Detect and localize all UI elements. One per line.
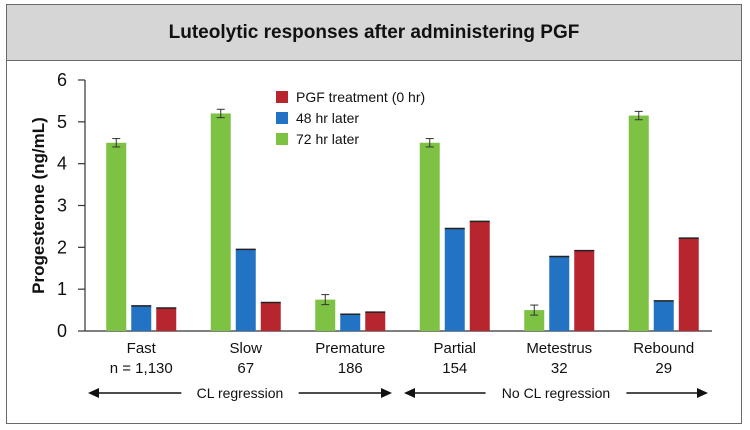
bar-72-hr-later — [524, 310, 545, 331]
y-tick-label: 4 — [57, 154, 67, 174]
category-count: 32 — [551, 360, 568, 377]
category-count: 29 — [655, 360, 672, 377]
y-tick-label: 5 — [57, 112, 67, 132]
bar-72-hr-later — [106, 142, 127, 331]
legend-swatch — [276, 133, 288, 145]
y-tick-label: 2 — [57, 237, 67, 257]
cl-regression-arrowhead-right — [381, 388, 392, 398]
category-count: 186 — [338, 360, 363, 377]
cl-regression-label: CL regression — [197, 385, 284, 401]
no-cl-regression-label: No CL regression — [502, 385, 610, 401]
y-tick-label: 1 — [57, 279, 67, 299]
chart-title: Luteolytic responses after administering… — [168, 21, 580, 43]
bar-48-hr-later — [340, 314, 361, 331]
bar-72-hr-later — [628, 115, 649, 331]
category-label: Premature — [315, 340, 385, 357]
chart-frame: Luteolytic responses after administering… — [6, 4, 742, 424]
legend-swatch — [276, 112, 288, 124]
category-label: Slow — [229, 340, 262, 357]
legend-label: 48 hr later — [296, 110, 359, 126]
category-count: 154 — [442, 360, 467, 377]
y-tick-label: 0 — [57, 321, 67, 341]
y-tick-label: 6 — [57, 70, 67, 90]
category-count: 67 — [237, 360, 254, 377]
bar-pgf-treatment-0-hr- — [365, 312, 386, 331]
bar-pgf-treatment-0-hr- — [260, 302, 281, 331]
bar-48-hr-later — [131, 305, 152, 331]
bar-72-hr-later — [210, 113, 231, 331]
no-cl-regression-arrowhead-left — [404, 388, 415, 398]
category-label: Rebound — [633, 340, 694, 357]
bar-72-hr-later — [315, 299, 336, 331]
bar-pgf-treatment-0-hr- — [156, 307, 177, 331]
category-count: n = 1,130 — [110, 360, 173, 377]
legend-label: PGF treatment (0 hr) — [296, 89, 425, 105]
bar-48-hr-later — [235, 249, 256, 331]
legend-swatch — [276, 91, 288, 103]
cl-regression-arrowhead-left — [88, 388, 99, 398]
category-label: Metestrus — [526, 340, 592, 357]
category-label: Fast — [127, 340, 157, 357]
legend-label: 72 hr later — [296, 131, 359, 147]
bar-pgf-treatment-0-hr- — [678, 238, 699, 331]
bar-72-hr-later — [419, 142, 440, 331]
category-label: Partial — [433, 340, 476, 357]
bar-48-hr-later — [444, 228, 465, 331]
y-tick-label: 3 — [57, 196, 67, 216]
bar-48-hr-later — [653, 300, 674, 331]
bar-pgf-treatment-0-hr- — [574, 250, 595, 331]
no-cl-regression-arrowhead-right — [697, 388, 708, 398]
bar-pgf-treatment-0-hr- — [469, 221, 490, 331]
bar-48-hr-later — [549, 256, 570, 331]
y-axis-label: Progesterone (ng/mL) — [29, 117, 48, 294]
title-bar: Luteolytic responses after administering… — [7, 5, 741, 61]
